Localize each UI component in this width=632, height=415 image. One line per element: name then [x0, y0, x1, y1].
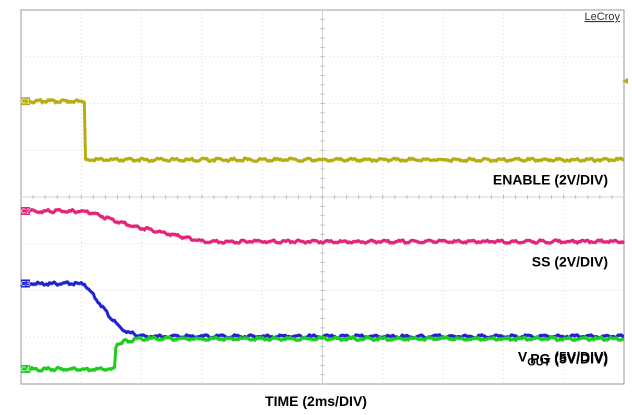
traces: C1 C2 C3 C4 [20, 97, 625, 374]
brand-logo: LeCroy [585, 11, 621, 23]
trace-c1 [20, 98, 625, 163]
trace-label-subscript: OUT [527, 356, 551, 368]
channel-marker-c3 [21, 279, 30, 288]
channel-marker-c4 [21, 365, 30, 374]
trace-c2 [20, 208, 625, 245]
channel-marker-c2 [21, 207, 30, 216]
trace-label-c2: SS (2V/DIV) [532, 253, 608, 269]
channel-marker-text: C4 [21, 367, 30, 374]
channel-marker-text: C3 [21, 281, 30, 288]
trigger-level-marker [622, 78, 628, 84]
x-axis-label: TIME (2ms/DIV) [265, 393, 367, 409]
trace-noise-c2 [20, 210, 625, 246]
trace-labels: ENABLE (2V/DIV) SS (2V/DIV) VOUT (5V/DIV)P… [493, 172, 608, 369]
trace-c4 [20, 335, 625, 373]
trace-label-c4: PG (5V/DIV) [530, 351, 608, 367]
trace-label-c1: ENABLE (2V/DIV) [493, 172, 608, 188]
trace-label-rest: (5V/DIV) [550, 348, 608, 364]
channel-marker-c1 [21, 97, 30, 106]
trace-label-c3: VOUT (5V/DIV) [518, 348, 608, 368]
trace-label-main: V [518, 348, 528, 364]
channel-marker-text: C1 [21, 99, 30, 106]
channel-marker-text: C2 [21, 209, 30, 216]
trace-noise-c1 [20, 100, 625, 164]
trace-noise-c4 [20, 337, 625, 373]
grid [20, 9, 625, 385]
